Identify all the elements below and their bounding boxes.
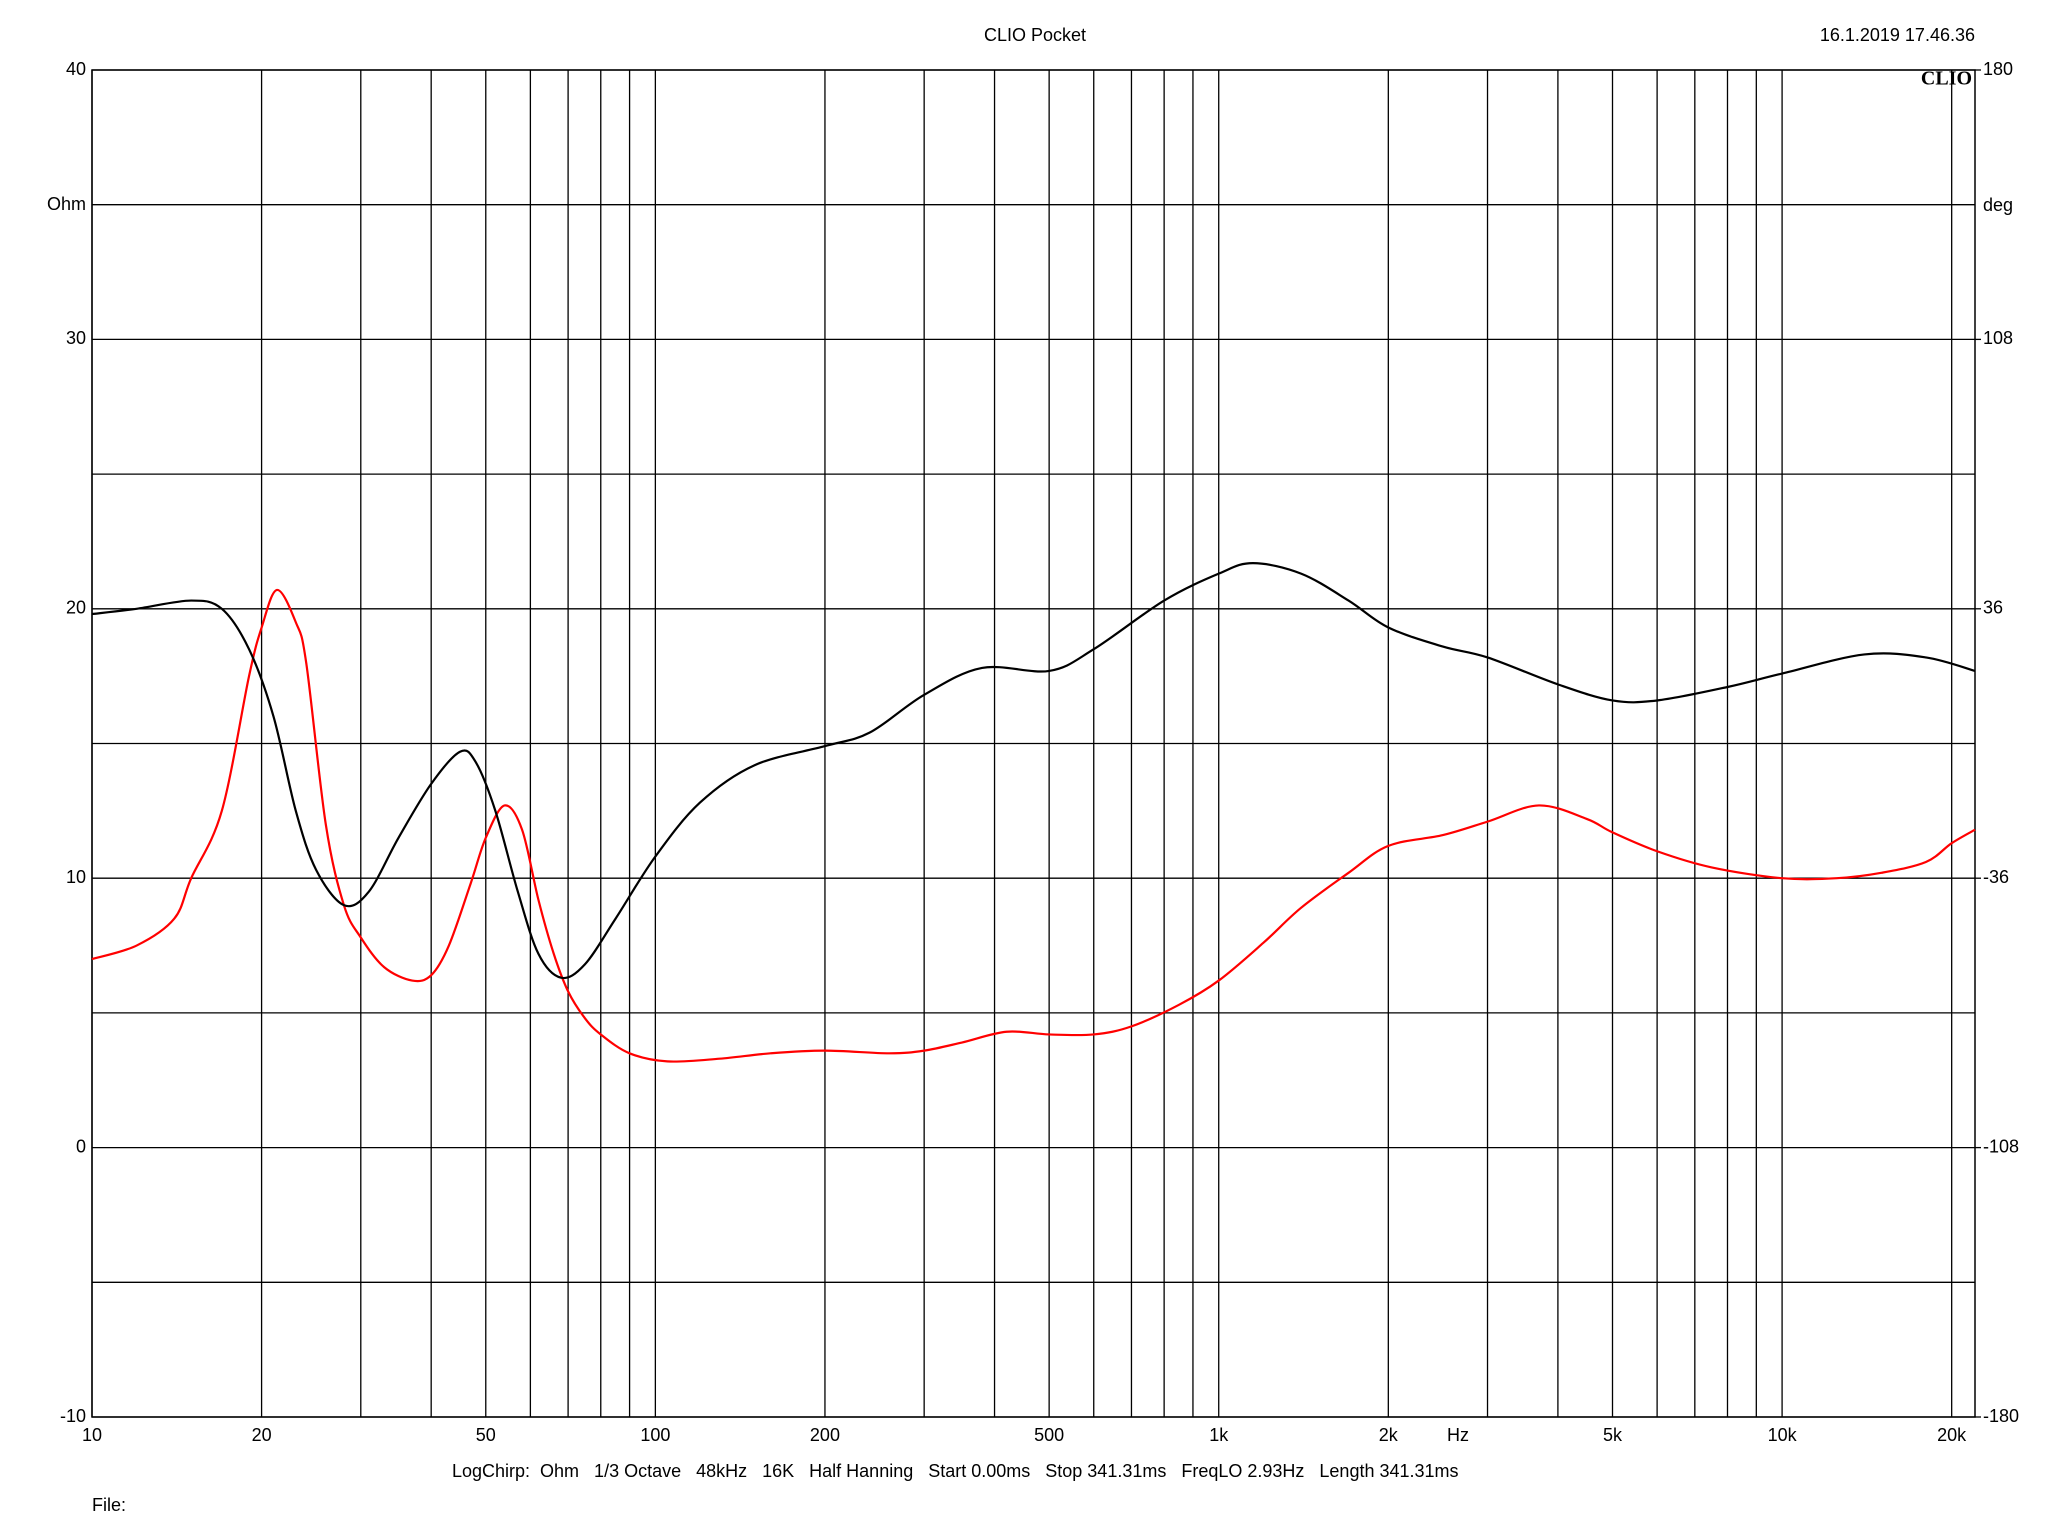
chart-title: CLIO Pocket — [984, 25, 1086, 45]
timestamp: 16.1.2019 17.46.36 — [1820, 25, 1975, 45]
x-tick-label: 20k — [1937, 1425, 1967, 1445]
series-line — [91, 588, 1976, 1063]
footer: LogChirp: Ohm 1/3 Octave 48kHz 16K Half … — [452, 1461, 1459, 1481]
x-tick-label: 20 — [252, 1425, 272, 1445]
y-tick-label: -10 — [60, 1406, 86, 1426]
y2-tick-label: -108 — [1983, 1136, 2019, 1156]
x-tick-label: 50 — [476, 1425, 496, 1445]
y2-tick-label: 36 — [1983, 598, 2003, 618]
series-line — [91, 562, 1976, 980]
y2-tick-label: 180 — [1983, 59, 2013, 79]
y-tick-label: 30 — [66, 328, 86, 348]
plot-frame — [91, 69, 1976, 1418]
x-tick-label: 500 — [1034, 1425, 1064, 1445]
y-tick-label: 20 — [66, 598, 86, 618]
file-label: File: — [92, 1495, 126, 1515]
x-tick-label: 200 — [810, 1425, 840, 1445]
x-tick-label: 10 — [82, 1425, 102, 1445]
x-tick-label: 100 — [640, 1425, 670, 1445]
x-tick-label: 2k — [1379, 1425, 1399, 1445]
x-tick-label: 1k — [1209, 1425, 1229, 1445]
y2-tick-label: -180 — [1983, 1406, 2019, 1426]
x-axis-label: Hz — [1447, 1425, 1469, 1445]
x-tick-label: 5k — [1603, 1425, 1623, 1445]
y2-tick-label: -36 — [1983, 867, 2009, 887]
y2-tick-label: 108 — [1983, 328, 2013, 348]
y-tick-label: 0 — [76, 1136, 86, 1156]
x-tick-label: 10k — [1768, 1425, 1798, 1445]
y2-axis-label: deg — [1983, 195, 2013, 215]
y-axis-label: Ohm — [47, 194, 86, 214]
logo: CLIO — [1921, 68, 1972, 90]
y-tick-label: 40 — [66, 59, 86, 79]
y-tick-label: 10 — [66, 867, 86, 887]
